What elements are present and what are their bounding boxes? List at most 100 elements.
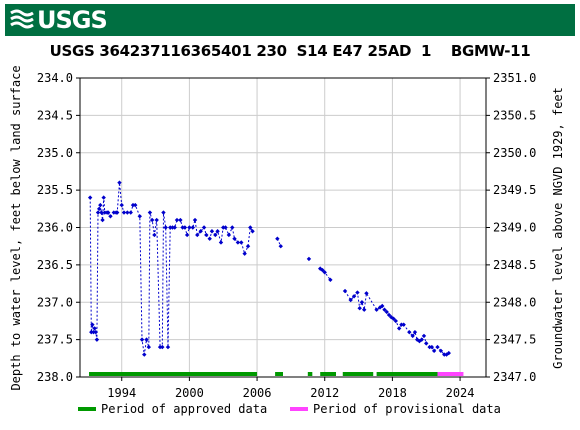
data-point	[100, 217, 105, 223]
data-point	[278, 243, 283, 249]
data-point	[442, 352, 447, 357]
data-point	[215, 229, 220, 234]
data-point	[149, 217, 155, 223]
data-point	[357, 306, 362, 311]
data-point	[87, 195, 93, 200]
usgs-wave-icon	[10, 9, 34, 29]
legend-swatch	[290, 407, 308, 411]
data-point	[142, 352, 147, 357]
usgs-logo[interactable]: USGS	[9, 6, 108, 34]
y-right-tick-label: 2349.5	[493, 183, 536, 197]
data-point	[101, 195, 106, 200]
data-point	[147, 210, 153, 215]
y-left-axis-ticks: 234.0 234.5 235.0 235.5 236.0 236.5 237.0 237.5…	[37, 71, 80, 384]
data-point	[393, 318, 398, 324]
approved-period-bar	[307, 372, 313, 376]
data-point	[195, 232, 200, 238]
x-tick-label: 2024	[446, 386, 475, 400]
data-point	[125, 210, 130, 215]
data-point	[396, 326, 402, 331]
grid-lines	[80, 78, 486, 377]
data-point	[96, 206, 102, 212]
data-point	[93, 329, 98, 335]
approved-period-bar	[342, 372, 374, 376]
data-point	[161, 210, 166, 215]
legend-swatch	[78, 407, 96, 411]
data-point	[198, 229, 203, 234]
y-left-tick-label: 237.5	[37, 333, 73, 347]
x-tick-label: 2006	[243, 386, 272, 400]
data-point	[424, 341, 429, 346]
y-right-axis-label: Groundwater level above NGVD 1929, feet	[551, 87, 565, 369]
data-point	[226, 232, 232, 238]
data-point	[111, 210, 117, 215]
series-connector-line	[89, 182, 450, 356]
data-point	[235, 240, 241, 245]
y-right-tick-label: 2347.5	[493, 333, 536, 347]
data-period-bars	[89, 372, 464, 376]
data-point	[355, 290, 360, 295]
data-point	[133, 202, 138, 208]
y-left-tick-label: 236.0	[37, 221, 73, 235]
y-left-tick-label: 235.0	[37, 146, 73, 160]
data-point	[245, 243, 251, 249]
data-point	[178, 217, 183, 223]
data-point	[117, 180, 122, 185]
data-point	[207, 236, 212, 241]
data-point	[94, 337, 100, 342]
data-point	[351, 294, 357, 299]
y-right-tick-label: 2350.0	[493, 146, 536, 160]
data-point	[182, 225, 188, 230]
y-right-tick-label: 2350.5	[493, 108, 536, 122]
approved-period-bar	[275, 372, 283, 376]
legend-label: Period of provisional data	[313, 402, 501, 416]
y-right-tick-label: 2348.5	[493, 258, 536, 272]
data-point	[89, 329, 94, 335]
data-point	[364, 291, 369, 296]
chart-title: USGS 364237116365401 230 S14 E47 25AD 1 …	[49, 42, 531, 60]
data-point	[119, 202, 124, 208]
data-point	[130, 202, 136, 208]
approved-period-bar	[89, 372, 258, 376]
data-point	[435, 344, 440, 350]
data-point	[213, 232, 218, 238]
data-point	[359, 300, 365, 305]
y-right-tick-label: 2351.0	[493, 71, 536, 85]
data-point	[115, 210, 120, 215]
data-point	[421, 333, 427, 339]
x-tick-label: 2012	[310, 386, 339, 400]
data-point	[407, 329, 412, 335]
data-point	[192, 217, 198, 223]
data-point	[139, 337, 145, 342]
y-left-tick-label: 237.0	[37, 295, 73, 309]
y-left-tick-label: 236.5	[37, 258, 73, 272]
data-point	[92, 326, 97, 331]
data-point	[386, 312, 392, 318]
data-point	[170, 225, 175, 230]
data-point	[172, 225, 177, 230]
data-point	[95, 210, 101, 215]
data-point	[91, 329, 96, 335]
data-point	[209, 229, 215, 234]
usgs-banner: USGS	[5, 4, 575, 36]
data-point	[190, 225, 195, 230]
data-point	[230, 225, 235, 230]
data-point	[152, 232, 157, 238]
data-point	[382, 307, 387, 312]
data-point	[374, 307, 379, 312]
data-point	[342, 288, 348, 294]
data-points	[87, 180, 451, 357]
data-point	[306, 256, 312, 262]
y-right-axis-ticks: 2351.0 2350.5 2350.0 2349.5 2349.0 2348.5 2348…	[486, 71, 536, 384]
data-point	[108, 214, 113, 219]
approved-period-bar	[320, 372, 337, 376]
legend: Period of approved data Period of provisi…	[78, 402, 501, 416]
data-point	[328, 277, 333, 283]
data-point	[320, 267, 325, 273]
data-point	[431, 348, 437, 354]
data-point	[429, 344, 435, 350]
data-point	[438, 348, 444, 354]
data-point	[174, 217, 180, 223]
data-point	[98, 202, 103, 208]
